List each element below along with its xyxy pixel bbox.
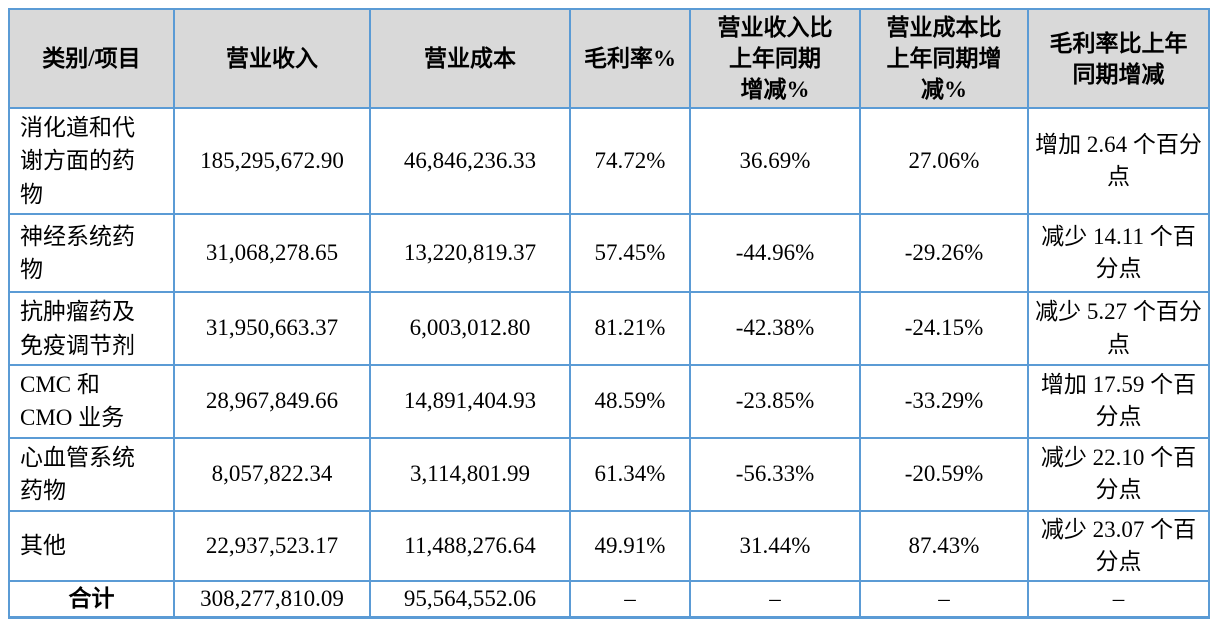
rev-yoy-cell: 36.69% — [689, 107, 861, 216]
category-cell: CMC 和 CMO 业务 — [8, 363, 175, 439]
cost-yoy-cell: -33.29% — [859, 363, 1029, 439]
rev-yoy-cell: -42.38% — [689, 291, 861, 366]
total-row: 合计 308,277,810.09 95,564,552.06– – – – — [8, 579, 1210, 619]
margin-cell: – — [569, 579, 691, 619]
cost-cell: 95,564,552.06 — [369, 579, 571, 619]
margin-yoy-cell: 减少 23.07 个百分点 — [1027, 509, 1210, 582]
cost-cell: 11,488,276.64 — [369, 509, 571, 582]
document-page: 类别/项目 营业收入 营业成本 毛利率% 营业收入比 上年同期 增减% 营业成本… — [8, 7, 1210, 619]
margin-cell: 48.59% — [569, 363, 691, 439]
revenue-cell: 185,295,672.90 — [173, 107, 371, 216]
rev-yoy-cell: -44.96% — [689, 213, 861, 294]
cost-cell: 6,003,012.80 — [369, 291, 571, 366]
column-header-revenue: 营业收入 — [173, 7, 371, 110]
revenue-cell: 8,057,822.34 — [173, 436, 371, 512]
revenue-cell: 31,950,663.37 — [173, 291, 371, 366]
category-cell: 神经系统药物 — [8, 213, 175, 294]
cost-cell: 14,891,404.93 — [369, 363, 571, 439]
table-row: 消化道和代谢方面的药物 185,295,672.90 46,846,236.33 74… — [8, 107, 1210, 216]
cost-yoy-cell: 87.43% — [859, 509, 1029, 582]
revenue-cell: 308,277,810.09 — [173, 579, 371, 619]
category-cell: 抗肿瘤药及免疫调节剂 — [8, 291, 175, 366]
cost-cell: 3,114,801.99 — [369, 436, 571, 512]
column-header-cost-yoy: 营业成本比 上年同期增 减% — [859, 7, 1029, 110]
margin-cell: 74.72% — [569, 107, 691, 216]
revenue-cost-margin-table: 类别/项目 营业收入 营业成本 毛利率% 营业收入比 上年同期 增减% 营业成本… — [8, 7, 1210, 619]
cost-yoy-cell: -24.15% — [859, 291, 1029, 366]
cost-cell: 46,846,236.33 — [369, 107, 571, 216]
rev-yoy-cell: 31.44% — [689, 509, 861, 582]
table-row: 心血管系统药物 8,057,822.34 3,114,801.99 61.34% -56… — [8, 436, 1210, 512]
rev-yoy-cell: -56.33% — [689, 436, 861, 512]
margin-cell: 57.45% — [569, 213, 691, 294]
margin-cell: 61.34% — [569, 436, 691, 512]
cost-yoy-cell: 27.06% — [859, 107, 1029, 216]
margin-yoy-cell: – — [1027, 579, 1210, 619]
column-header-cost: 营业成本 — [369, 7, 571, 110]
column-header-category: 类别/项目 — [8, 7, 175, 110]
rev-yoy-cell: – — [689, 579, 861, 619]
margin-cell: 49.91% — [569, 509, 691, 582]
cost-cell: 13,220,819.37 — [369, 213, 571, 294]
margin-cell: 81.21% — [569, 291, 691, 366]
header-row: 类别/项目 营业收入 营业成本 毛利率% 营业收入比 上年同期 增减% 营业成本… — [8, 7, 1210, 110]
category-cell: 心血管系统药物 — [8, 436, 175, 512]
margin-yoy-cell: 增加 2.64 个百分点 — [1027, 107, 1210, 216]
category-cell: 其他 — [8, 509, 175, 582]
revenue-cell: 22,937,523.17 — [173, 509, 371, 582]
margin-yoy-cell: 减少 14.11 个百分点 — [1027, 213, 1210, 294]
table-row: CMC 和 CMO 业务 28,967,849.66 14,891,404.93 48… — [8, 363, 1210, 439]
margin-yoy-cell: 减少 22.10 个百分点 — [1027, 436, 1210, 512]
rev-yoy-cell: -23.85% — [689, 363, 861, 439]
cost-yoy-cell: – — [859, 579, 1029, 619]
revenue-cell: 31,068,278.65 — [173, 213, 371, 294]
category-cell: 消化道和代谢方面的药物 — [8, 107, 175, 216]
margin-yoy-cell: 增加 17.59 个百分点 — [1027, 363, 1210, 439]
table-row: 抗肿瘤药及免疫调节剂 31,950,663.37 6,003,012.80 81.21… — [8, 291, 1210, 366]
category-cell: 合计 — [8, 579, 175, 619]
table-row: 其他 22,937,523.17 11,488,276.64 49.91% 31.44%… — [8, 509, 1210, 582]
table-row: 神经系统药物 31,068,278.65 13,220,819.37 57.45% -4… — [8, 213, 1210, 294]
cost-yoy-cell: -20.59% — [859, 436, 1029, 512]
revenue-cell: 28,967,849.66 — [173, 363, 371, 439]
margin-yoy-cell: 减少 5.27 个百分点 — [1027, 291, 1210, 366]
cost-yoy-cell: -29.26% — [859, 213, 1029, 294]
column-header-margin: 毛利率% — [569, 7, 691, 110]
column-header-margin-yoy: 毛利率比上年 同期增减 — [1027, 7, 1210, 110]
column-header-revenue-yoy: 营业收入比 上年同期 增减% — [689, 7, 861, 110]
